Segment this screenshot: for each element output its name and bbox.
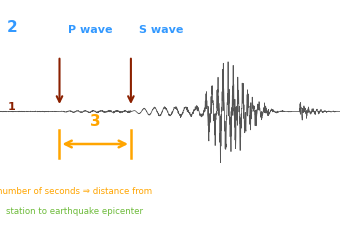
Text: P wave: P wave <box>68 25 113 35</box>
Text: number of seconds ⇒ distance from: number of seconds ⇒ distance from <box>0 186 152 195</box>
Text: station to earthquake epicenter: station to earthquake epicenter <box>6 206 143 215</box>
Text: S wave: S wave <box>139 25 184 35</box>
Text: 3: 3 <box>90 114 101 129</box>
Text: 2: 2 <box>6 20 17 35</box>
Text: 1: 1 <box>7 101 15 111</box>
